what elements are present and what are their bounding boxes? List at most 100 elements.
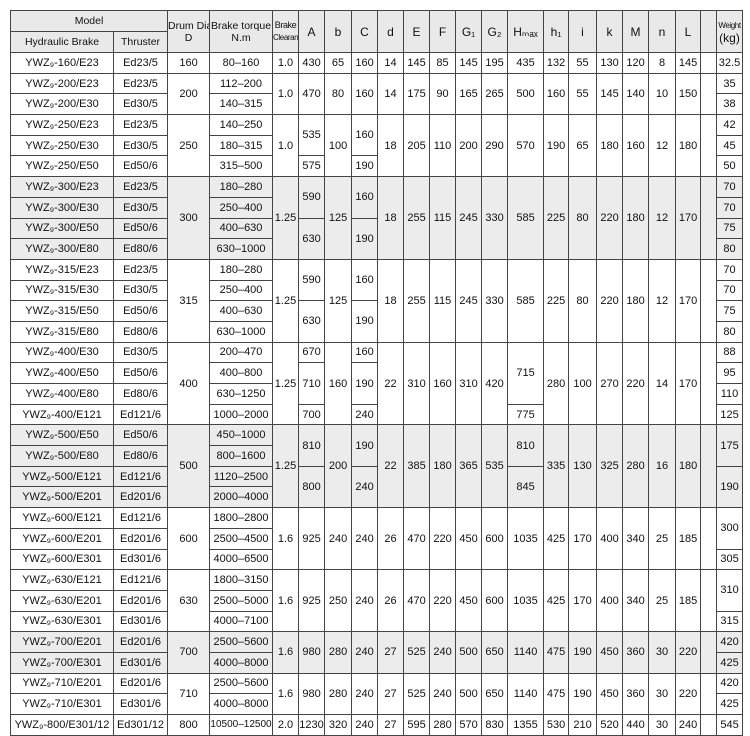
cell-weight: 310 — [716, 569, 744, 612]
cell-weight: 80 — [716, 320, 744, 343]
cell-k: 145 — [596, 72, 624, 116]
cell-drum-dia: 315 — [167, 258, 211, 343]
cell-brake-torque: 80–160 — [209, 52, 274, 74]
cell-L: 220 — [675, 672, 702, 716]
cell-A: 700 — [298, 403, 326, 426]
header-clearance-label: Clearance — [273, 33, 299, 42]
cell-clearance: 2.0 — [272, 714, 300, 736]
cell-A: 980 — [298, 672, 326, 716]
cell-brake-torque: 180–280 — [209, 258, 274, 281]
header-dim-9: h₁ — [543, 10, 570, 53]
cell-n: 10 — [648, 72, 677, 116]
cell-n: 12 — [648, 176, 677, 260]
cell-drum-dia: 630 — [167, 569, 211, 633]
cell-weight: 80 — [716, 238, 744, 260]
cell-model: YWZ₉-500/E50 — [10, 424, 114, 447]
cell-d: 22 — [377, 424, 405, 509]
cell-brake-torque: 4000–6500 — [209, 548, 274, 571]
cell-blank — [700, 631, 718, 674]
cell-brake-torque: 400–630 — [209, 217, 274, 240]
cell-L: 145 — [675, 52, 702, 74]
cell-thruster: Ed30/5 — [112, 341, 169, 364]
header-brake-torque: Brake torque N.m — [209, 10, 274, 53]
cell-thruster: Ed50/6 — [112, 217, 169, 240]
cell-b: 200 — [324, 424, 353, 509]
cell-brake-torque: 1800–3150 — [209, 569, 274, 591]
cell-G2: 195 — [481, 52, 509, 74]
cell-brake-torque: 4000–7100 — [209, 610, 274, 633]
header-hydraulic-brake: Hydraulic Brake — [10, 31, 114, 53]
cell-brake-torque: 1120–2500 — [209, 465, 274, 488]
cell-model: YWZ₉-300/E80 — [10, 238, 114, 260]
cell-L: 170 — [675, 258, 702, 343]
cell-i: 100 — [568, 341, 598, 426]
cell-blank — [700, 569, 718, 633]
cell-M: 440 — [622, 714, 650, 736]
cell-model: YWZ₉-300/E23 — [10, 176, 114, 198]
cell-weight: 95 — [716, 362, 744, 384]
cell-L: 240 — [675, 714, 702, 736]
cell-thruster: Ed201/6 — [112, 631, 169, 653]
cell-A: 470 — [298, 72, 326, 116]
cell-C: 190 — [351, 217, 379, 260]
cell-brake-torque: 630–1250 — [209, 383, 274, 405]
table-row: YWZ₉-300/E80 Ed80/6 630–1000 80 — [10, 238, 744, 260]
cell-L: 185 — [675, 507, 702, 571]
cell-thruster: Ed301/12 — [112, 714, 169, 736]
cell-blank — [700, 714, 718, 736]
header-weight-label: Weight — [718, 20, 741, 30]
cell-brake-torque: 2500–5600 — [209, 631, 274, 653]
cell-drum-dia: 700 — [167, 631, 211, 674]
cell-h1: 530 — [543, 714, 570, 736]
cell-b: 160 — [324, 341, 353, 426]
header-weight-unit: (kg) — [719, 30, 740, 45]
cell-h1: 475 — [543, 631, 570, 674]
cell-Hmax: 1140 — [507, 631, 545, 674]
cell-k: 450 — [596, 672, 624, 716]
cell-i: 190 — [568, 631, 598, 674]
cell-L: 180 — [675, 114, 702, 178]
table-row: YWZ₉-500/E80 Ed80/6 800–1600 — [10, 445, 743, 467]
cell-i: 170 — [568, 507, 598, 571]
cell-weight: 32.5 — [716, 52, 744, 74]
cell-d: 26 — [377, 507, 405, 571]
cell-L: 220 — [675, 631, 702, 674]
cell-A: 590 — [298, 176, 326, 219]
cell-clearance: 1.25 — [272, 341, 300, 426]
cell-i: 80 — [568, 258, 598, 343]
cell-G2: 650 — [481, 631, 509, 674]
cell-G1: 245 — [455, 176, 483, 260]
cell-M: 180 — [622, 176, 650, 260]
cell-weight: 175 — [716, 424, 744, 467]
cell-Hmax: 1140 — [507, 672, 545, 716]
cell-L: 180 — [675, 424, 702, 509]
cell-M: 120 — [622, 52, 650, 74]
cell-model: YWZ₉-500/E80 — [10, 445, 114, 467]
table-row: YWZ₉-300/E30 Ed30/5 250–400 70 — [10, 196, 744, 219]
cell-n: 14 — [648, 341, 677, 426]
cell-G1: 165 — [455, 72, 483, 116]
cell-drum-dia: 400 — [167, 341, 211, 426]
cell-G2: 830 — [481, 714, 509, 736]
cell-E: 470 — [403, 569, 431, 633]
cell-brake-torque: 2500–5600 — [209, 672, 274, 695]
cell-G2: 600 — [481, 569, 509, 633]
cell-F: 160 — [429, 341, 457, 426]
table-row: YWZ₉-315/E80 Ed80/6 630–1000 80 — [10, 320, 744, 343]
cell-blank — [700, 114, 718, 178]
cell-model: YWZ₉-250/E23 — [10, 114, 114, 136]
cell-model: YWZ₉-600/E201 — [10, 527, 114, 550]
header-dim-14: L — [675, 10, 702, 53]
cell-E: 595 — [403, 714, 431, 736]
header-model: Model — [9, 10, 169, 32]
table-row: YWZ₉-710/E201 Ed201/6 710 2500–5600 1.6 980 28… — [10, 672, 744, 716]
cell-thruster: Ed201/6 — [112, 527, 169, 550]
cell-n: 12 — [648, 114, 677, 178]
cell-M: 340 — [622, 569, 650, 633]
cell-weight: 75 — [716, 217, 744, 240]
cell-E: 525 — [403, 631, 431, 674]
cell-weight: 70 — [716, 258, 744, 281]
cell-brake-torque: 180–315 — [209, 134, 274, 157]
header-brake-torque-label: Brake torque — [210, 19, 272, 32]
cell-k: 130 — [596, 52, 624, 74]
